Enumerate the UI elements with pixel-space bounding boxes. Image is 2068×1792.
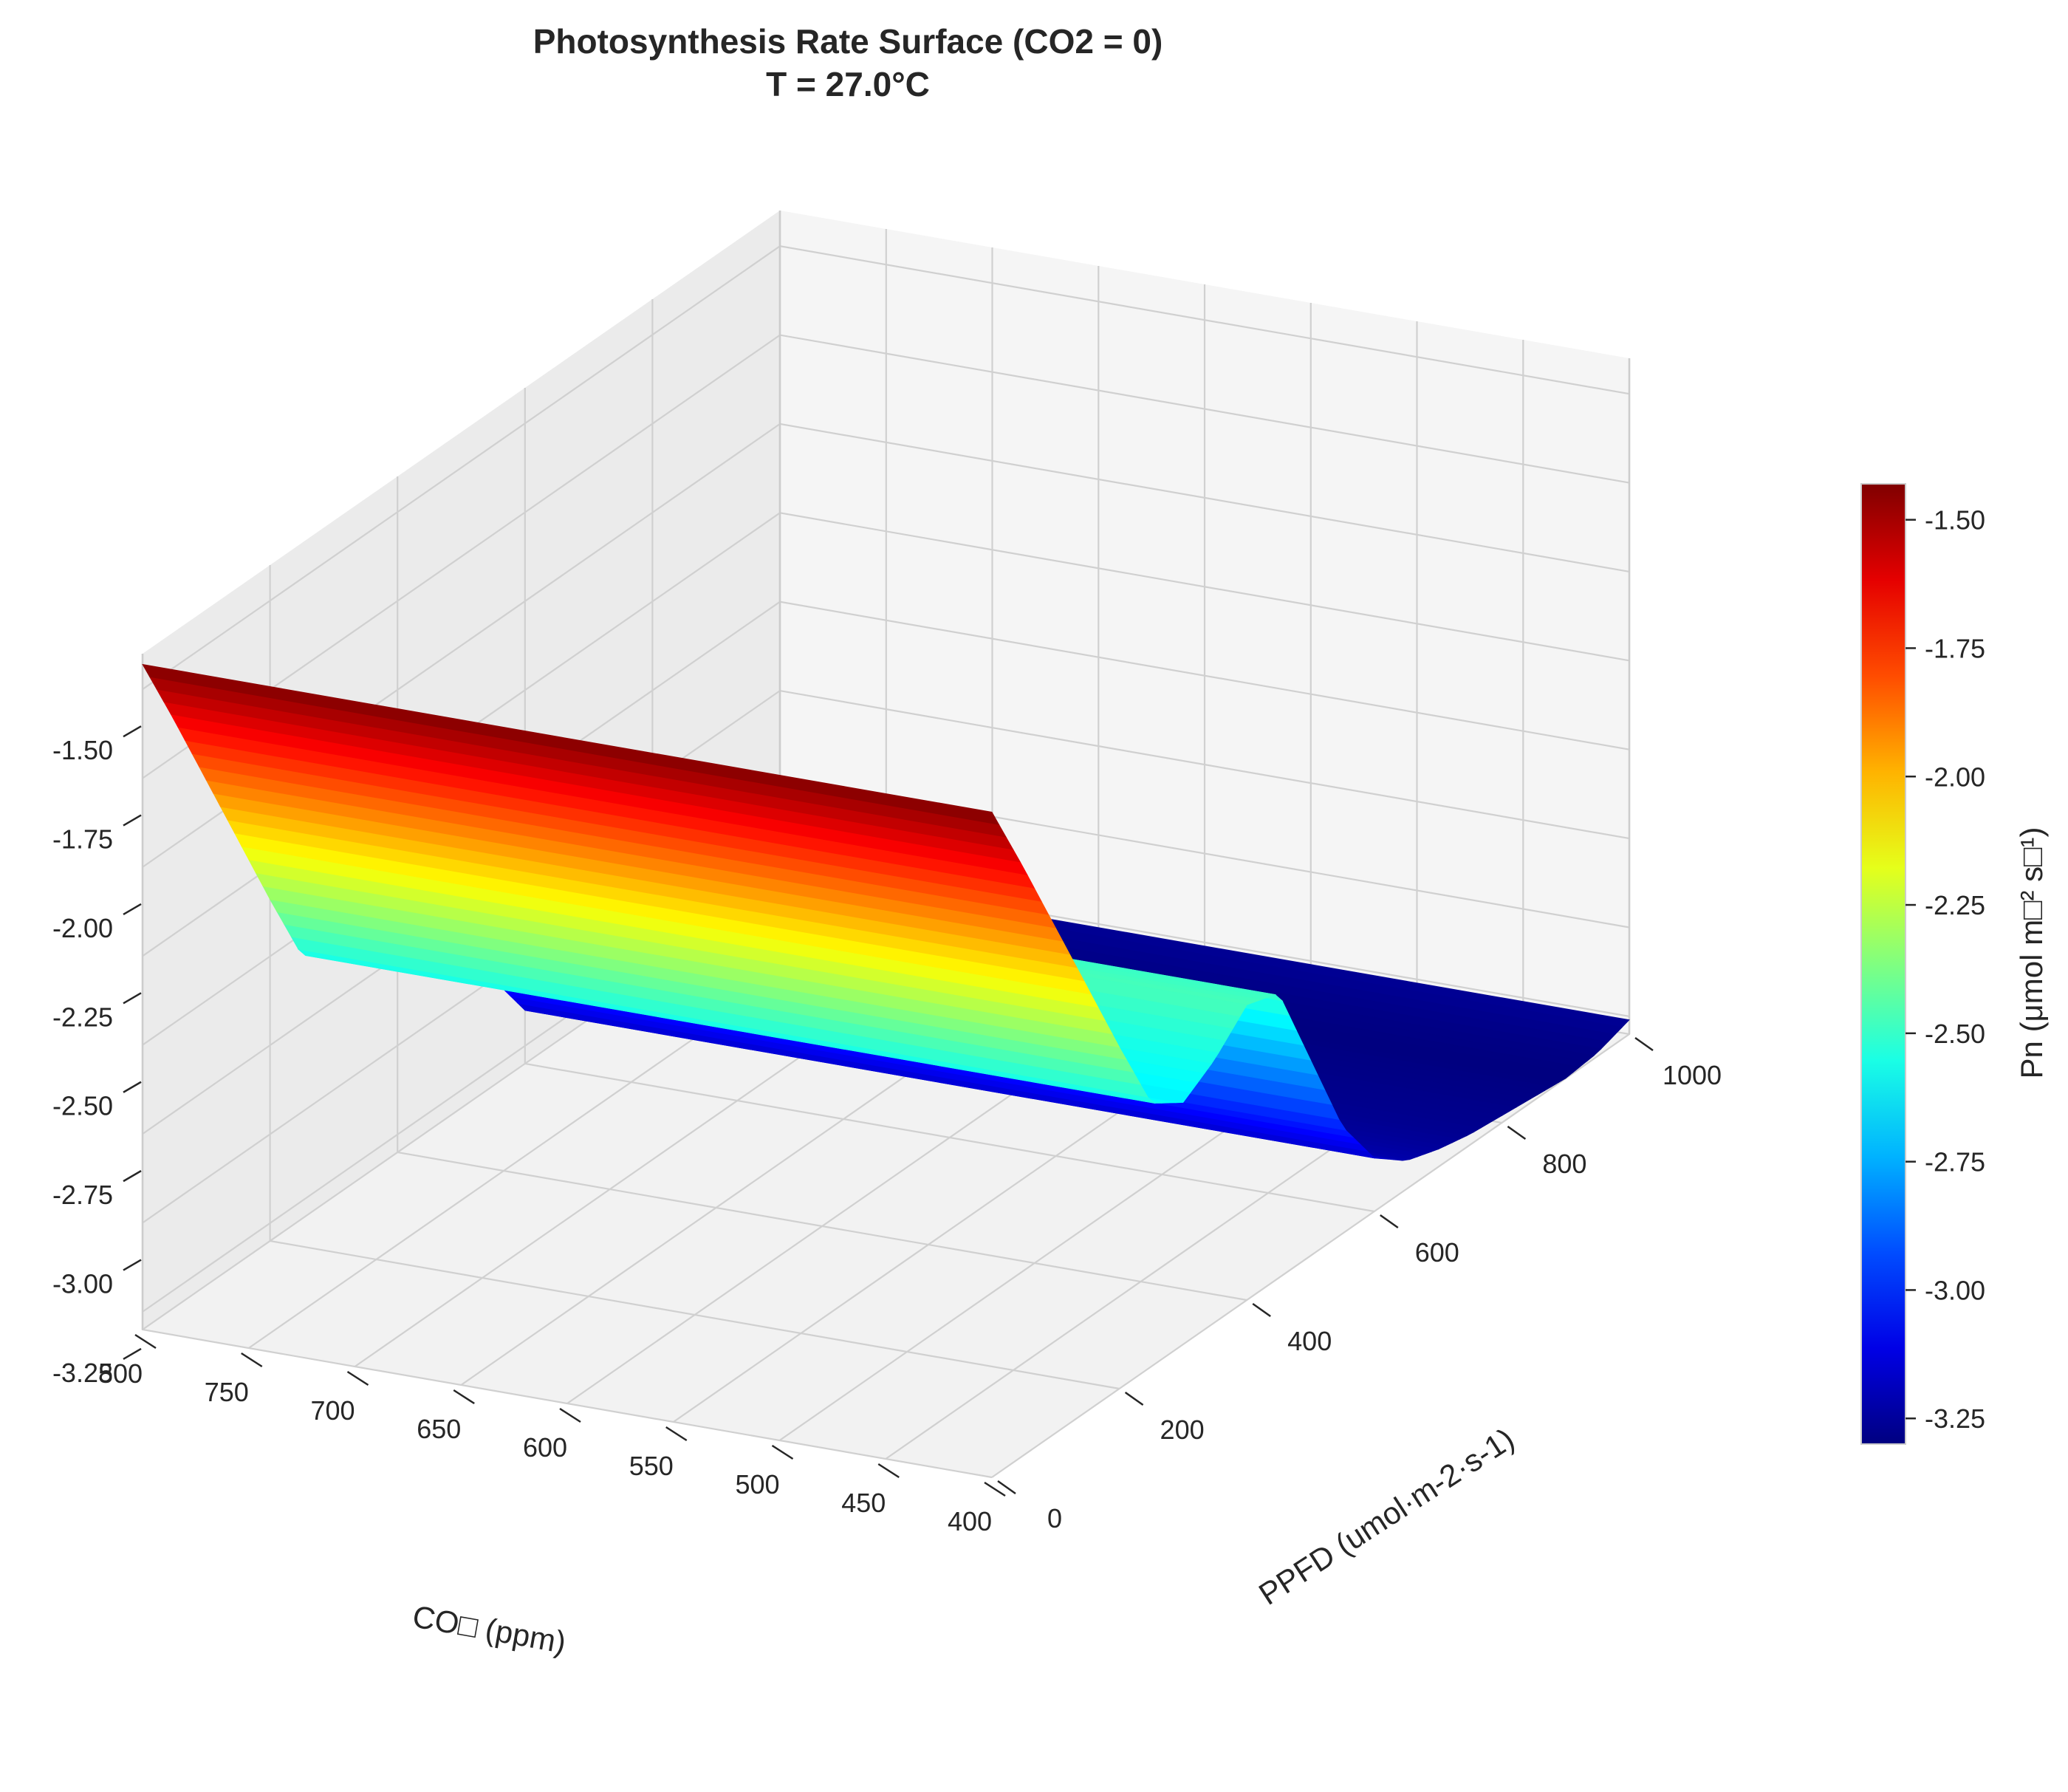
surface-mesh	[142, 663, 1630, 1161]
x-tick-label: 500	[735, 1469, 779, 1499]
z-tick-label: -1.50	[52, 735, 113, 765]
z-tick-mark	[123, 1170, 142, 1183]
z-tick-mark	[123, 903, 142, 916]
colorbar-gradient	[1860, 483, 1906, 1445]
x-tick-mark	[453, 1389, 475, 1405]
colorbar-tick-label: -2.25	[1925, 890, 1985, 920]
z-tick-mark	[123, 1259, 142, 1271]
z-tick-mark	[123, 725, 142, 738]
x-tick-mark	[665, 1426, 688, 1442]
y-tick-mark	[1634, 1036, 1654, 1052]
y-tick-mark	[1124, 1391, 1144, 1406]
x-tick-mark	[984, 1481, 1006, 1497]
chart-title-line2: T = 27.0°C	[766, 65, 930, 103]
x-tick-label: 400	[948, 1506, 992, 1536]
y-tick-label: 0	[1047, 1503, 1062, 1533]
x-tick-label: 800	[98, 1358, 143, 1389]
y-tick-mark	[1380, 1214, 1399, 1229]
z-tick-label: -2.50	[52, 1091, 113, 1121]
z-tick-mark	[123, 1081, 142, 1093]
colorbar-label: Pn (μmol m□² s□¹)	[2014, 827, 2049, 1079]
x-tick-label: 750	[205, 1377, 249, 1407]
x-tick-label: 450	[841, 1488, 886, 1518]
colorbar-tick-label: -1.75	[1925, 633, 1985, 663]
y-tick-mark	[1252, 1302, 1271, 1318]
x-tick-mark	[559, 1407, 581, 1423]
z-tick-label: -2.75	[52, 1180, 113, 1210]
x-tick-label: 700	[310, 1395, 355, 1426]
colorbar-tick-label: -2.75	[1925, 1147, 1985, 1177]
grid-line-ppfd	[524, 388, 1374, 1213]
y-tick-label: 1000	[1663, 1060, 1722, 1090]
z-tick-mark	[123, 814, 142, 827]
z-tick-label: -3.25	[52, 1358, 113, 1388]
x-tick-mark	[771, 1444, 794, 1460]
z-tick-label: -2.25	[52, 1002, 113, 1032]
x-tick-label: 600	[523, 1432, 567, 1463]
colorbar-tick-label: -2.00	[1925, 762, 1985, 792]
z-tick-mark	[123, 992, 142, 1005]
axis-ticks: 800 750 700 650 600 550 500 450 400 0 200 400 600 800…	[52, 725, 1722, 1536]
y-axis-label: PPFD (umol·m-2·s-1)	[1253, 1421, 1520, 1612]
z-tick-label: -2.00	[52, 913, 113, 943]
colorbar-tick-label: -2.50	[1925, 1019, 1985, 1049]
x-tick-mark	[241, 1352, 263, 1368]
x-tick-mark	[346, 1370, 369, 1386]
colorbar-tick-label: -3.25	[1925, 1403, 1985, 1434]
x-tick-label: 550	[629, 1451, 674, 1481]
x-tick-mark	[134, 1333, 157, 1350]
z-tick-label: -1.75	[52, 824, 113, 855]
y-tick-mark	[1507, 1125, 1527, 1140]
y-tick-mark	[997, 1480, 1016, 1495]
y-tick-label: 800	[1542, 1149, 1586, 1179]
colorbar-tick-label: -1.50	[1925, 505, 1985, 536]
colorbar-tick-label: -3.00	[1925, 1275, 1985, 1305]
y-tick-label: 600	[1415, 1237, 1459, 1268]
z-tick-mark	[123, 1347, 142, 1361]
x-axis-label: CO□ (ppm)	[410, 1598, 569, 1660]
y-tick-label: 200	[1160, 1415, 1205, 1445]
y-tick-label: 400	[1287, 1326, 1332, 1356]
chart-title-line1: Photosynthesis Rate Surface (CO2 = 0)	[533, 22, 1163, 61]
surface-strip	[142, 663, 1000, 825]
x-tick-mark	[877, 1463, 900, 1479]
grid-line-ppfd	[397, 476, 1247, 1302]
x-tick-label: 650	[417, 1414, 461, 1444]
colorbar-ticks: -1.50 -1.75 -2.00 -2.25 -2.50 -2.75 -3.00 -3.25	[1906, 505, 1985, 1434]
z-tick-label: -3.00	[52, 1269, 113, 1299]
colorbar: -1.50 -1.75 -2.00 -2.25 -2.50 -2.75 -3.00 -3.25…	[1860, 483, 2049, 1445]
